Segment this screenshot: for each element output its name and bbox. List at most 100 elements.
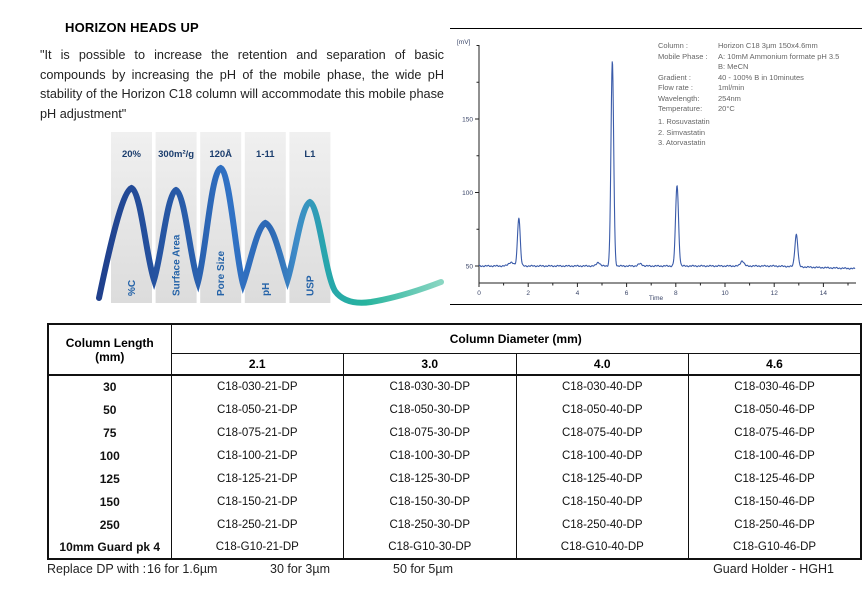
part-number-cell: C18-250-40-DP [515, 513, 689, 536]
part-number-cell: C18-100-30-DP [343, 444, 517, 467]
condition-label: Mobile Phase : [658, 51, 708, 61]
y-tick-label: 100 [462, 190, 473, 197]
table-row: 125 C18-125-21-DP C18-125-30-DP C18-125-40-… [47, 467, 862, 490]
row-length-cell: 100 [47, 444, 172, 467]
chromatogram-chart: 0 2 4 6 8 10 12 14 50 100 150 [mV] Time [457, 39, 856, 302]
chromatogram-panel: 0 2 4 6 8 10 12 14 50 100 150 [mV] Time Column : Hori… [450, 28, 862, 305]
part-number-cell: C18-100-46-DP [688, 444, 862, 467]
table-row: 75 C18-075-21-DP C18-075-30-DP C18-075-40-D… [47, 421, 862, 444]
part-number-cell: C18-050-21-DP [170, 398, 344, 421]
part-number-cell: C18-G10-40-DP [515, 536, 689, 559]
band-axis-label: %C [127, 280, 138, 296]
condition-label: Wavelength: [658, 93, 700, 103]
wave-bands [111, 132, 331, 303]
band-value-label: 300m²/g [158, 149, 194, 160]
parts-table: Column Length (mm) Column Diameter (mm) … [47, 323, 863, 560]
column-length-header-line2: (mm) [95, 349, 125, 364]
replace-option-30: 30 for 3µm [270, 562, 331, 576]
compound-item: 3. Atorvastatin [658, 138, 706, 147]
run-conditions: Column : Horizon C18 3µm 150x4.6mm Mobile … [658, 41, 858, 115]
part-number-cell: C18-150-30-DP [343, 490, 517, 513]
band-axis-label: USP [305, 275, 316, 296]
condition-value: 1ml/min [718, 83, 745, 92]
band-axis-label: pH [261, 283, 272, 296]
table-row: 250 C18-250-21-DP C18-250-30-DP C18-250-40-… [47, 513, 862, 536]
part-number-cell: C18-075-30-DP [343, 421, 517, 444]
x-tick-label: 2 [526, 290, 530, 297]
wave-band [289, 132, 331, 303]
part-number-cell: C18-050-40-DP [515, 398, 689, 421]
x-tick-label: 8 [674, 290, 678, 297]
part-number-cell: C18-125-46-DP [688, 467, 862, 490]
part-number-cell: C18-125-30-DP [343, 467, 517, 490]
part-number-cell: C18-250-30-DP [343, 513, 517, 536]
condition-label: Gradient : [658, 72, 691, 82]
condition-label [658, 62, 718, 73]
table-row: 30 C18-030-21-DP C18-030-30-DP C18-030-40-D… [47, 375, 862, 398]
x-tick-label: 6 [625, 290, 629, 297]
x-axis-title: Time [649, 295, 664, 302]
condition-label: Column : [658, 41, 689, 50]
diameter-2-1-header: 2.1 [170, 353, 344, 376]
y-tick-label: 50 [466, 263, 474, 270]
condition-label: Temperature: [658, 104, 703, 113]
part-number-cell: C18-250-21-DP [170, 513, 344, 536]
column-diameter-header: Column Diameter (mm) [170, 324, 862, 354]
row-length-cell: 50 [47, 398, 172, 421]
part-number-cell: C18-100-40-DP [515, 444, 689, 467]
part-number-cell: C18-150-21-DP [170, 490, 344, 513]
compound-item: 2. Simvastatin [658, 127, 706, 137]
specs-wave-figure: 20% %C 300m²/g Surface Area 120Å Pore Size 1-1… [96, 132, 444, 306]
condition-label: Flow rate : [658, 83, 694, 92]
part-number-cell: C18-G10-46-DP [688, 536, 862, 559]
part-number-cell: C18-050-46-DP [688, 398, 862, 421]
x-tick-label: 0 [477, 290, 481, 297]
row-length-cell: 150 [47, 490, 172, 513]
condition-value: Horizon C18 3µm 150x4.6mm [718, 41, 818, 50]
part-number-cell: C18-G10-21-DP [170, 536, 344, 559]
x-tick-label: 10 [721, 290, 729, 297]
part-number-cell: C18-030-40-DP [515, 375, 689, 398]
band-value-label: 120Å [209, 149, 232, 160]
diameter-4-0-header: 4.0 [515, 353, 689, 376]
wave-labels: 20% %C 300m²/g Surface Area 120Å Pore Size 1-1… [122, 149, 316, 296]
row-length-cell: 125 [47, 467, 172, 490]
wave-band [244, 132, 286, 303]
row-length-cell: 30 [47, 375, 172, 398]
table-row: 150 C18-150-21-DP C18-150-30-DP C18-150-40-… [47, 490, 862, 513]
band-value-label: 20% [122, 149, 142, 160]
band-value-label: 1-11 [256, 149, 275, 160]
guard-holder-label: Guard Holder - HGH1 [713, 562, 834, 576]
part-number-cell: C18-050-30-DP [343, 398, 517, 421]
condition-value: A: 10mM Ammonium formate pH 3.5 [718, 51, 840, 61]
band-value-label: L1 [304, 149, 316, 160]
x-tick-label: 14 [820, 290, 828, 297]
part-number-cell: C18-125-21-DP [170, 467, 344, 490]
y-axis-unit-label: [mV] [457, 39, 471, 46]
condition-value: 254nm [718, 93, 741, 103]
replace-option-16: 16 for 1.6µm [147, 562, 218, 576]
part-number-cell: C18-250-46-DP [688, 513, 862, 536]
diameter-4-6-header: 4.6 [688, 353, 862, 376]
part-number-cell: C18-030-30-DP [343, 375, 517, 398]
band-axis-label: Pore Size [216, 251, 227, 296]
x-tick-label: 4 [576, 290, 580, 297]
condition-value: 20°C [718, 104, 735, 113]
y-tick-label: 150 [462, 116, 473, 123]
part-number-cell: C18-075-21-DP [170, 421, 344, 444]
table-row: 50 C18-050-21-DP C18-050-30-DP C18-050-40-D… [47, 398, 862, 421]
diameter-3-0-header: 3.0 [343, 353, 517, 376]
compound-item: 1. Rosuvastatin [658, 117, 710, 126]
chromatogram-trace [478, 61, 856, 270]
x-tick-label: 12 [771, 290, 779, 297]
replace-option-50: 50 for 5µm [393, 562, 454, 576]
page-title: HORIZON HEADS UP [65, 20, 199, 35]
condition-value: 40 - 100% B in 10minutes [718, 72, 804, 82]
part-number-cell: C18-075-40-DP [515, 421, 689, 444]
part-number-cell: C18-030-46-DP [688, 375, 862, 398]
row-length-cell: 75 [47, 421, 172, 444]
compound-list: 1. Rosuvastatin 2. Simvastatin 3. Atorvast… [658, 117, 710, 149]
band-axis-label: Surface Area [172, 234, 183, 296]
table-row: 10mm Guard pk 4 C18-G10-21-DP C18-G10-30-D… [47, 536, 862, 559]
